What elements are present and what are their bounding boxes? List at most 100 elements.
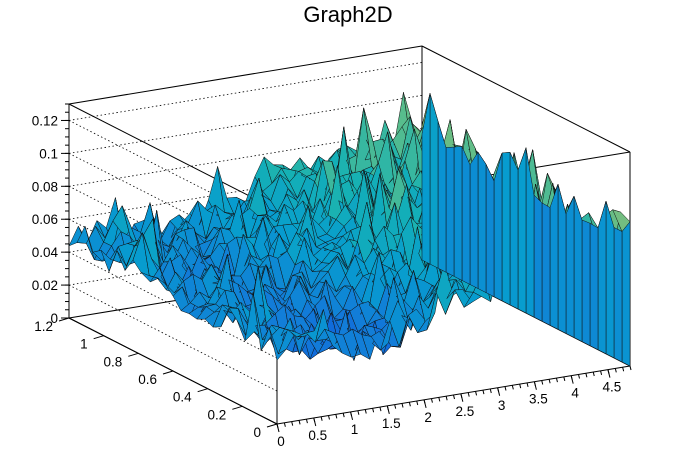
x-minor-tick bbox=[622, 367, 625, 372]
x-minor-tick bbox=[335, 414, 338, 419]
x-minor-tick bbox=[276, 423, 279, 429]
x-minor-tick bbox=[386, 405, 389, 410]
x-minor-tick bbox=[607, 369, 610, 374]
x-minor-tick bbox=[482, 390, 485, 395]
surface-side-wall bbox=[453, 146, 463, 281]
z-tick-label: 0.06 bbox=[32, 212, 58, 227]
z-tick-label: 0.04 bbox=[32, 245, 59, 260]
x-tick-label: 1 bbox=[351, 422, 359, 437]
surface-side-wall bbox=[557, 184, 567, 334]
surface-side-wall bbox=[461, 146, 471, 285]
surface-side-wall bbox=[445, 146, 455, 277]
z-tick-label: 0.02 bbox=[32, 278, 58, 293]
surface-side-wall bbox=[573, 196, 583, 342]
surface-side-wall bbox=[621, 221, 631, 367]
x-minor-tick bbox=[327, 415, 330, 420]
surface-side-wall bbox=[501, 151, 511, 306]
x-minor-tick bbox=[350, 411, 353, 417]
x-tick-label: 4 bbox=[571, 386, 579, 401]
x-minor-tick bbox=[519, 384, 522, 389]
surface-side-wall bbox=[597, 200, 607, 355]
grid-line-back-z bbox=[68, 62, 423, 121]
y-tick-label: 1.2 bbox=[34, 319, 53, 334]
x-minor-tick bbox=[408, 402, 411, 407]
surface-side-wall bbox=[421, 93, 431, 265]
y-tick-label: 0.6 bbox=[138, 372, 157, 387]
x-minor-tick bbox=[541, 380, 544, 385]
box-edge bbox=[68, 103, 278, 211]
y-tick-label: 0 bbox=[253, 425, 261, 440]
surface-side-wall bbox=[549, 184, 559, 330]
surface-side-wall bbox=[509, 152, 519, 310]
grid-line-side-z bbox=[68, 251, 278, 359]
y-tick-label: 1 bbox=[80, 337, 88, 352]
y-tick-mark bbox=[197, 388, 208, 393]
x-tick-label: 2.5 bbox=[455, 404, 474, 419]
z-tick-label: 0.1 bbox=[39, 146, 58, 161]
surface-side-wall bbox=[469, 151, 479, 289]
x-tick-label: 0 bbox=[277, 434, 285, 449]
z-tick-label: 0 bbox=[50, 311, 58, 326]
y-tick-label: 0.2 bbox=[208, 407, 227, 422]
x-tick-label: 3 bbox=[498, 398, 506, 413]
z-tick-label: 0.08 bbox=[32, 179, 58, 194]
x-minor-tick bbox=[379, 406, 382, 412]
x-minor-tick bbox=[342, 413, 345, 418]
x-tick-label: 2 bbox=[424, 410, 432, 425]
x-minor-tick bbox=[460, 393, 463, 398]
y-tick-label: 0.4 bbox=[173, 390, 192, 405]
surface-side-wall bbox=[589, 222, 599, 351]
x-minor-tick bbox=[548, 379, 551, 384]
x-minor-tick bbox=[364, 409, 367, 414]
x-minor-tick bbox=[416, 400, 419, 406]
y-tick-mark bbox=[266, 423, 278, 428]
z-tick-label: 0.12 bbox=[32, 113, 58, 128]
box-edge bbox=[421, 45, 631, 153]
x-minor-tick bbox=[401, 403, 404, 408]
surface-side-wall bbox=[429, 93, 439, 269]
y-tick-mark bbox=[93, 335, 104, 340]
x-minor-tick bbox=[555, 377, 558, 383]
grid-line-side-z bbox=[68, 120, 278, 227]
x-tick-label: 3.5 bbox=[529, 392, 548, 407]
x-minor-tick bbox=[372, 408, 375, 413]
surface-side-wall bbox=[437, 121, 447, 273]
x-minor-tick bbox=[533, 381, 536, 386]
x-minor-tick bbox=[445, 396, 448, 401]
x-tick-label: 0.5 bbox=[308, 428, 327, 443]
x-minor-tick bbox=[320, 416, 323, 421]
x-tick-label: 4.5 bbox=[603, 380, 622, 395]
surface-side-wall bbox=[605, 200, 615, 359]
x-minor-tick bbox=[563, 376, 566, 381]
x-minor-tick bbox=[600, 370, 603, 375]
y-tick-label: 0.8 bbox=[104, 354, 123, 369]
surface-side-wall bbox=[517, 147, 527, 314]
x-minor-tick bbox=[570, 375, 573, 380]
x-minor-tick bbox=[629, 365, 632, 371]
x-minor-tick bbox=[453, 394, 455, 400]
box-edge bbox=[68, 45, 423, 105]
surface-side-wall bbox=[541, 202, 551, 326]
x-minor-tick bbox=[394, 404, 397, 409]
x-minor-tick bbox=[585, 373, 588, 378]
x-minor-tick bbox=[357, 410, 360, 415]
x-minor-tick bbox=[489, 388, 492, 394]
x-minor-tick bbox=[283, 422, 286, 427]
x-minor-tick bbox=[423, 399, 426, 404]
y-tick-mark bbox=[232, 405, 243, 410]
surface-side-wall bbox=[477, 151, 487, 294]
grid-line-side-z bbox=[68, 284, 278, 392]
x-minor-tick bbox=[592, 371, 595, 377]
x-minor-tick bbox=[504, 386, 507, 391]
y-tick-mark bbox=[128, 352, 139, 357]
x-tick-label: 1.5 bbox=[382, 416, 401, 431]
x-minor-tick bbox=[313, 417, 316, 423]
chart-title: Graph2D bbox=[303, 2, 393, 27]
surface-side-wall bbox=[581, 219, 591, 347]
x-minor-tick bbox=[298, 420, 301, 425]
grid-line-side-z bbox=[68, 153, 278, 260]
y-tick-mark bbox=[162, 370, 174, 375]
x-minor-tick bbox=[578, 374, 581, 379]
